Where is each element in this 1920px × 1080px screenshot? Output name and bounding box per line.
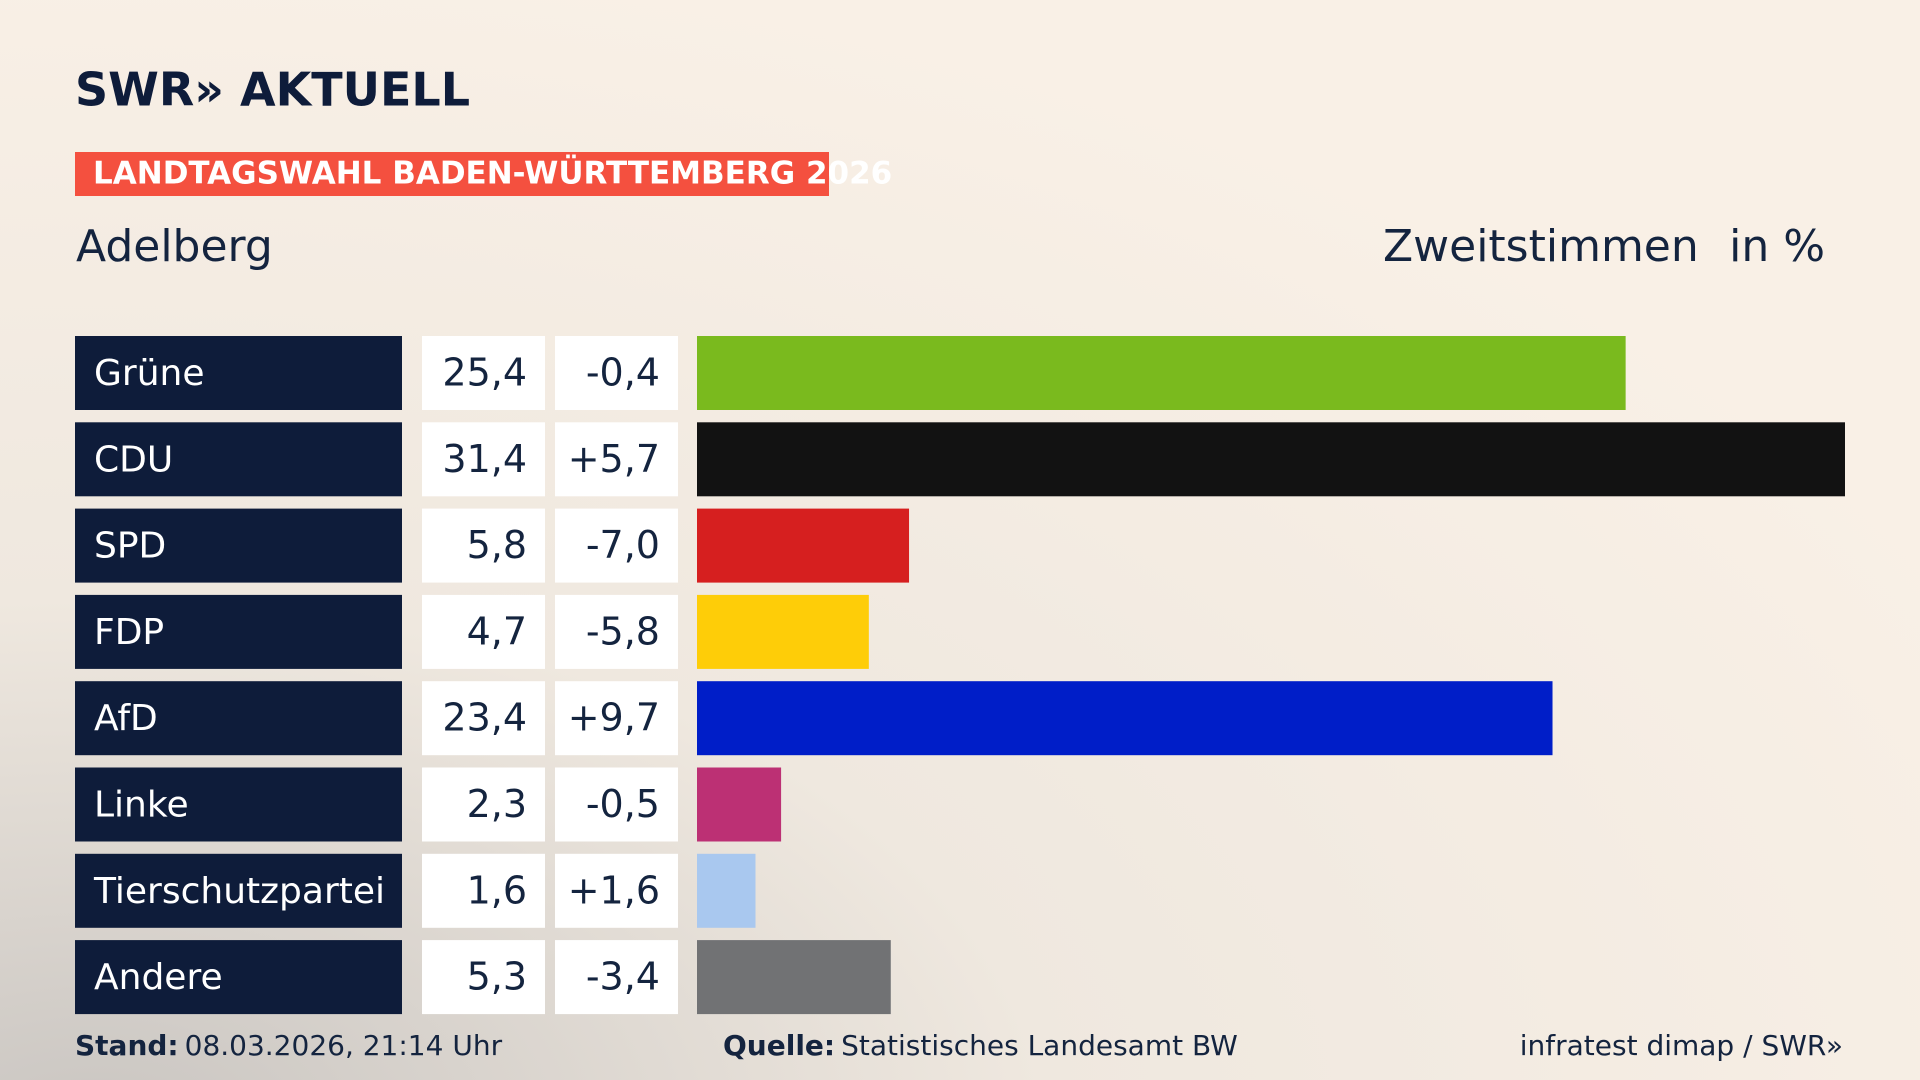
party-label: Linke bbox=[94, 785, 189, 826]
credit: infratest dimap / SWR» bbox=[1520, 1029, 1843, 1062]
banner: LANDTAGSWAHL BADEN-WÜRTTEMBERG 2026 bbox=[93, 155, 892, 192]
change-box bbox=[555, 940, 678, 1015]
footer-source: Quelle: Statistisches Landesamt BW bbox=[723, 1029, 1238, 1062]
party-box bbox=[75, 336, 402, 410]
change-box bbox=[555, 508, 678, 583]
value-box bbox=[422, 853, 545, 928]
bar bbox=[697, 508, 910, 583]
change-box bbox=[555, 853, 678, 928]
source: Statistisches Landesamt BW bbox=[841, 1029, 1238, 1062]
value-label: 5,3 bbox=[467, 955, 527, 999]
party-label: SPD bbox=[94, 526, 166, 567]
party-box bbox=[75, 422, 402, 497]
value-label: 1,6 bbox=[467, 868, 527, 912]
stand: 08.03.2026, 21:14 Uhr bbox=[185, 1029, 503, 1062]
source-label: Quelle: bbox=[723, 1029, 835, 1062]
party-box bbox=[75, 853, 402, 928]
party-label: FDP bbox=[94, 612, 164, 653]
value-label: 5,8 bbox=[467, 523, 527, 567]
party-box bbox=[75, 940, 402, 1015]
bar bbox=[697, 422, 1845, 497]
party-box bbox=[75, 767, 402, 842]
change-box bbox=[555, 767, 678, 842]
party-box bbox=[75, 594, 402, 669]
party-label: Tierschutzpartei bbox=[93, 871, 385, 912]
value-label: 25,4 bbox=[442, 351, 527, 395]
bar bbox=[697, 940, 891, 1015]
value-box bbox=[422, 940, 545, 1015]
value-label: 2,3 bbox=[467, 782, 527, 826]
stand-label: Stand: bbox=[75, 1029, 179, 1062]
party-label: Andere bbox=[94, 957, 223, 998]
change-box bbox=[555, 594, 678, 669]
party-box bbox=[75, 681, 402, 756]
change-box bbox=[555, 422, 678, 497]
party-box bbox=[75, 508, 402, 583]
value-box bbox=[422, 767, 545, 842]
value-box bbox=[422, 681, 545, 756]
bar bbox=[697, 336, 1626, 410]
value-label: 31,4 bbox=[442, 437, 527, 481]
value-box bbox=[422, 508, 545, 583]
value-box bbox=[422, 422, 545, 497]
bar bbox=[697, 853, 756, 928]
footer-stand: Stand: 08.03.2026, 21:14 Uhr bbox=[75, 1029, 503, 1062]
value-label: 4,7 bbox=[467, 609, 527, 653]
banner-box bbox=[75, 152, 829, 196]
chart-subtitle: Zweitstimmen bbox=[1383, 221, 1699, 272]
brand-logo: SWR» AKTUELL bbox=[75, 63, 470, 117]
unit: in % bbox=[1729, 221, 1825, 272]
change-label: -0,5 bbox=[586, 782, 660, 826]
value-box bbox=[422, 594, 545, 669]
change-label: +1,6 bbox=[568, 868, 660, 912]
value-label: 23,4 bbox=[442, 696, 527, 740]
change-label: -5,8 bbox=[586, 609, 660, 653]
change-label: -3,4 bbox=[586, 955, 660, 999]
party-label: CDU bbox=[94, 439, 173, 480]
change-label: +5,7 bbox=[568, 437, 660, 481]
change-label: +9,7 bbox=[568, 696, 660, 740]
bar bbox=[697, 767, 782, 842]
change-box bbox=[555, 336, 678, 410]
value-box bbox=[422, 336, 545, 410]
change-label: -7,0 bbox=[586, 523, 660, 567]
party-label: AfD bbox=[94, 698, 158, 739]
change-label: -0,4 bbox=[586, 351, 660, 395]
chart-title: Adelberg bbox=[76, 221, 273, 272]
change-box bbox=[555, 681, 678, 756]
bar bbox=[697, 681, 1553, 756]
party-label: Grüne bbox=[94, 353, 204, 394]
bar bbox=[697, 594, 869, 669]
